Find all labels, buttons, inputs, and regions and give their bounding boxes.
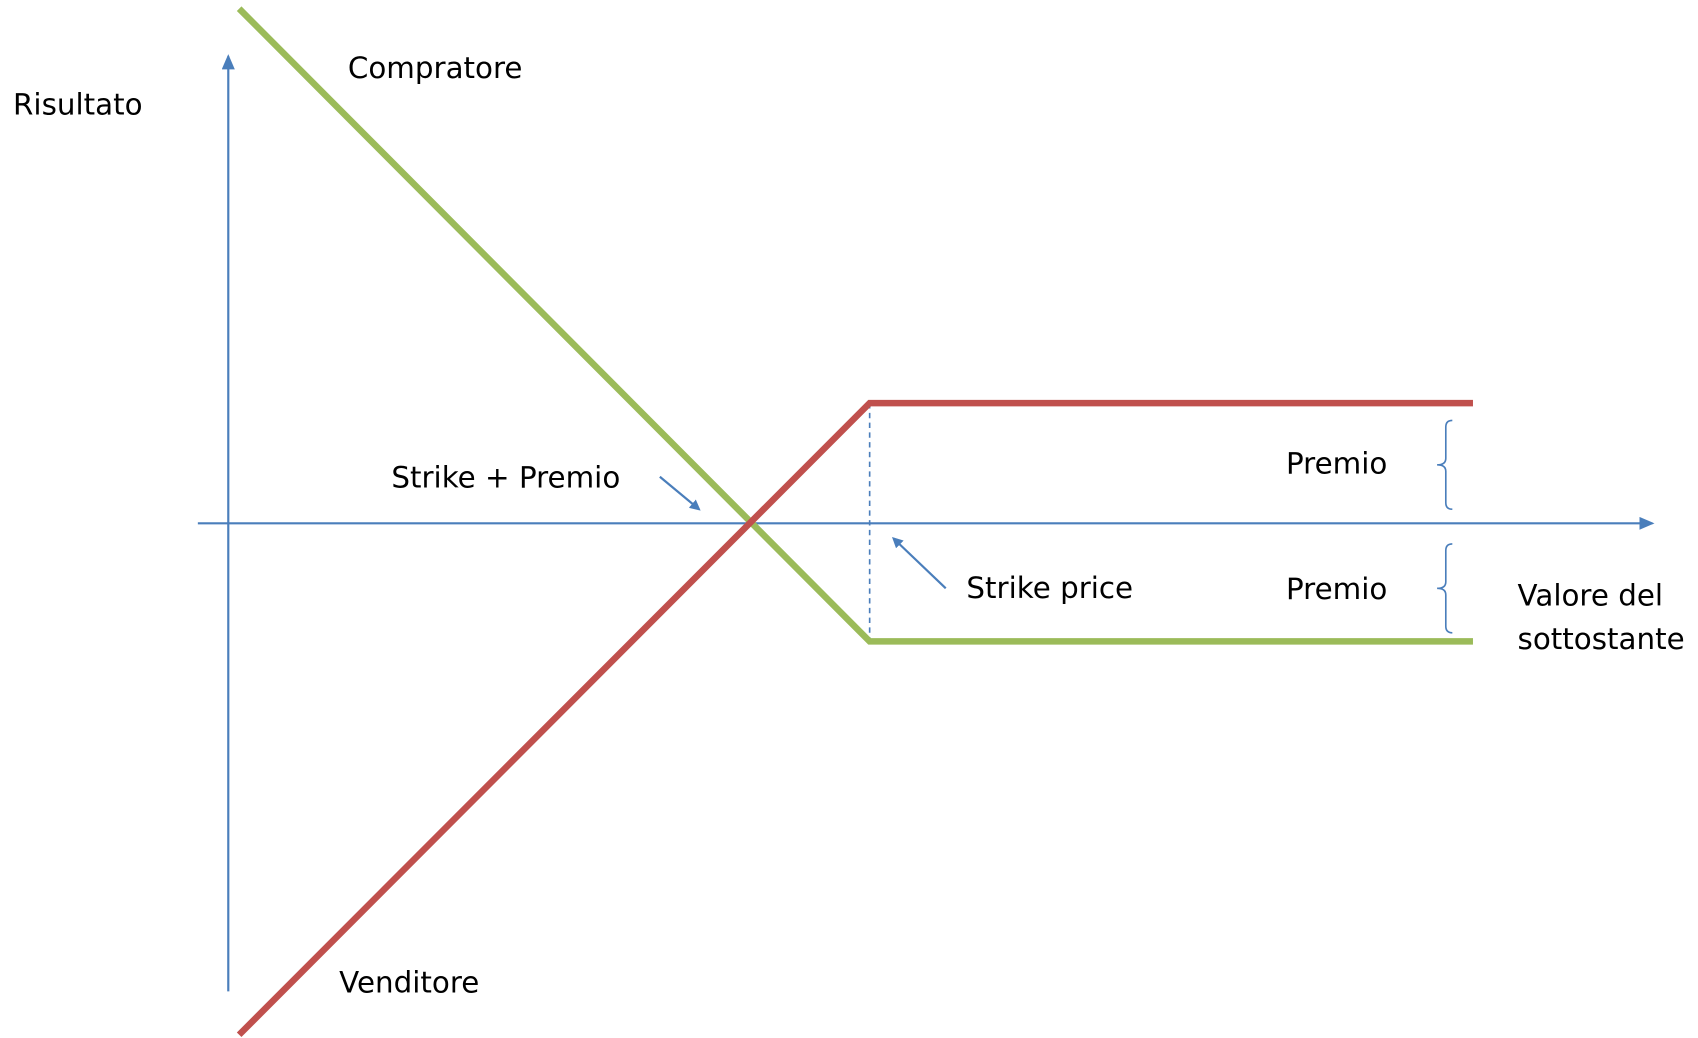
premium-label: Premio — [1286, 446, 1387, 480]
y-axis-label: Risultato — [13, 88, 143, 122]
buyer-line — [236, 6, 1473, 645]
premium-label: Premio — [1286, 572, 1387, 606]
pointer-arrow — [659, 475, 701, 511]
pointer-arrow — [892, 537, 947, 590]
seller-line — [236, 399, 1473, 1038]
strike-label: Strike price — [966, 571, 1133, 605]
seller-label: Venditore — [339, 965, 479, 999]
breakeven-label: Strike + Premio — [391, 460, 620, 494]
x-axis-label: Valore del — [1518, 579, 1664, 613]
x-axis-label: sottostante — [1518, 622, 1685, 656]
buyer-label: Compratore — [348, 51, 523, 85]
brace — [1437, 543, 1453, 634]
brace — [1437, 419, 1453, 511]
